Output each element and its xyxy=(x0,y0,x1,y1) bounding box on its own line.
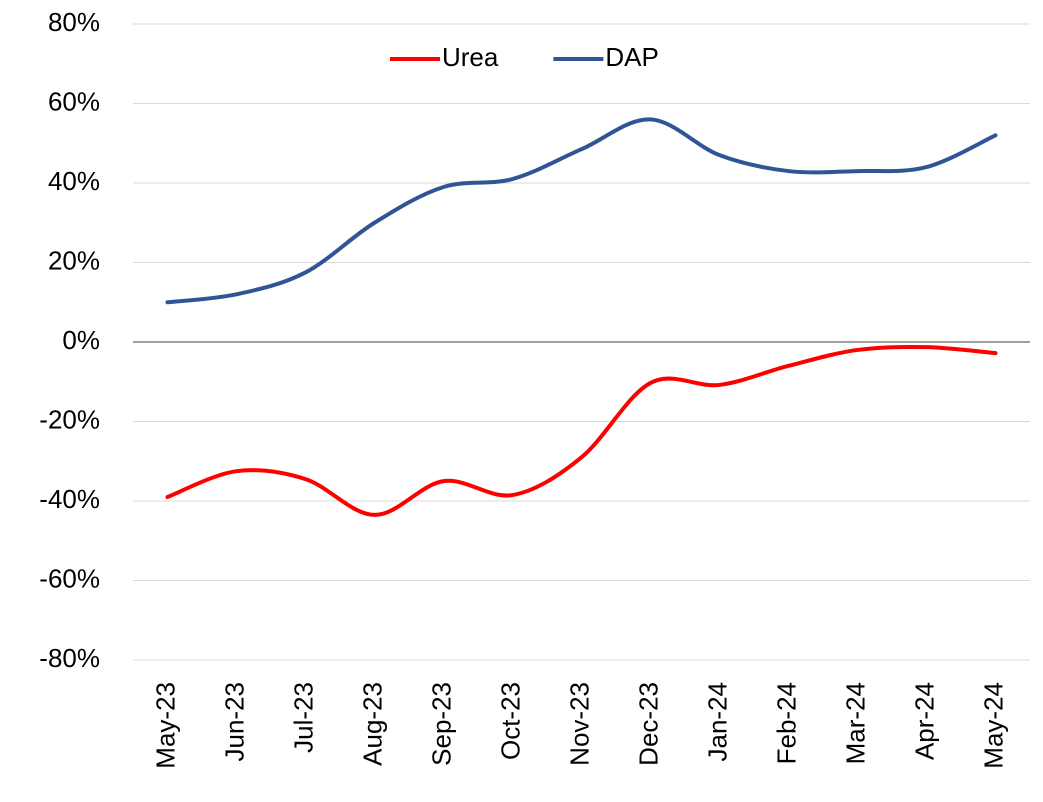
x-tick-label: Feb-24 xyxy=(771,682,801,764)
y-tick-label: -20% xyxy=(39,404,100,434)
y-tick-label: -80% xyxy=(39,643,100,673)
x-tick-label: Oct-23 xyxy=(495,682,525,760)
x-tick-label: Jan-24 xyxy=(702,682,732,762)
y-tick-label: -60% xyxy=(39,563,100,593)
legend-label: Urea xyxy=(442,42,499,72)
y-tick-label: 60% xyxy=(48,86,100,116)
y-tick-label: -40% xyxy=(39,484,100,514)
x-tick-label: Nov-23 xyxy=(564,682,594,766)
y-tick-label: 80% xyxy=(48,7,100,37)
x-tick-label: Apr-24 xyxy=(909,682,939,760)
x-tick-label: Mar-24 xyxy=(840,682,870,764)
x-tick-label: Aug-23 xyxy=(357,682,387,766)
x-tick-label: Dec-23 xyxy=(633,682,663,766)
series-line xyxy=(165,117,998,305)
x-tick-label: May-23 xyxy=(150,682,180,769)
series-line xyxy=(165,344,998,517)
x-tick-label: Sep-23 xyxy=(426,682,456,766)
x-tick-label: Jul-23 xyxy=(288,682,318,753)
legend-label: DAP xyxy=(605,42,658,72)
x-tick-label: Jun-23 xyxy=(219,682,249,762)
y-tick-label: 0% xyxy=(62,325,100,355)
y-tick-label: 40% xyxy=(48,166,100,196)
y-tick-label: 20% xyxy=(48,245,100,275)
x-tick-label: May-24 xyxy=(978,682,1008,769)
